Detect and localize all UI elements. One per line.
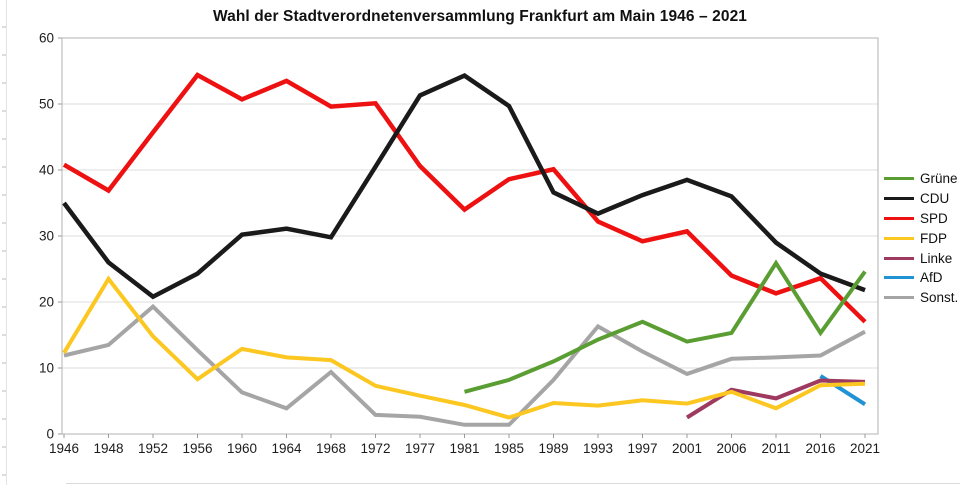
legend-label-sonstige: Sonst. (920, 290, 959, 306)
legend-label-gruene: Grüne (920, 171, 958, 187)
y-axis-label: 10 (39, 361, 54, 376)
series-line-gruene (463, 259, 867, 394)
legend-swatch-afd (884, 276, 914, 280)
chart-title: Wahl der Stadtverordnetenversammlung Fra… (212, 8, 748, 25)
legend-swatch-sonstige (884, 296, 914, 300)
x-axis-label: 2016 (805, 441, 835, 456)
x-axis-label: 1993 (583, 441, 613, 456)
x-axis-label: 2001 (672, 441, 702, 456)
x-axis-label: 1968 (316, 441, 346, 456)
x-axis-label: 1964 (271, 441, 302, 456)
x-axis-label: 2006 (716, 441, 746, 456)
legend-label-fdp: FDP (920, 230, 947, 246)
plot-border (61, 37, 879, 435)
series-line-spd (62, 72, 867, 324)
legend-label-spd: SPD (920, 210, 948, 226)
legend-item-sonstige: Sonst. (884, 288, 958, 308)
x-axis-label: 1977 (405, 441, 435, 456)
legend-swatch-spd (884, 216, 914, 220)
x-axis-label: 2021 (850, 441, 880, 456)
bottom-window-edge (66, 483, 960, 484)
y-axis-label: 30 (39, 229, 54, 244)
y-axis-label: 40 (39, 163, 54, 178)
series-line-cdu (62, 73, 866, 300)
y-axis-label: 50 (39, 97, 54, 112)
y-axis-label: 20 (39, 295, 54, 310)
legend-label-cdu: CDU (920, 191, 950, 207)
legend-item-afd: AfD (884, 268, 958, 288)
chart-legend: Grüne CDU SPD FDP Linke AfD Sonst. (884, 169, 958, 308)
x-axis-label: 1981 (449, 441, 479, 456)
legend-swatch-linke (884, 256, 914, 260)
legend-label-linke: Linke (920, 250, 953, 266)
x-axis-label: 1952 (138, 441, 168, 456)
y-axis-label: 0 (46, 427, 54, 442)
x-axis-label: 1960 (227, 441, 257, 456)
x-axis-label: 1956 (182, 441, 212, 456)
x-axis-label: 1997 (627, 441, 657, 456)
legend-swatch-fdp (884, 236, 914, 240)
legend-swatch-gruene (884, 177, 914, 181)
x-axis-label: 1948 (93, 441, 123, 456)
x-axis-label: 1985 (494, 441, 524, 456)
x-axis-label: 2011 (761, 441, 790, 456)
y-axis-label: 60 (39, 31, 54, 46)
legend-item-gruene: Grüne (884, 169, 958, 189)
legend-label-afd: AfD (920, 270, 943, 286)
legend-item-cdu: CDU (884, 189, 958, 209)
legend-item-linke: Linke (884, 248, 958, 268)
x-axis-label: 1946 (49, 441, 79, 456)
series-line-fdp (62, 275, 866, 420)
series-line-sonstige (63, 303, 866, 427)
left-page-edge (0, 0, 7, 485)
legend-item-fdp: FDP (884, 228, 958, 248)
x-axis-label: 1972 (360, 441, 390, 456)
legend-item-spd: SPD (884, 209, 958, 229)
x-axis-label: 1989 (538, 441, 568, 456)
legend-swatch-cdu (884, 197, 914, 201)
series-line-linke (685, 378, 866, 420)
